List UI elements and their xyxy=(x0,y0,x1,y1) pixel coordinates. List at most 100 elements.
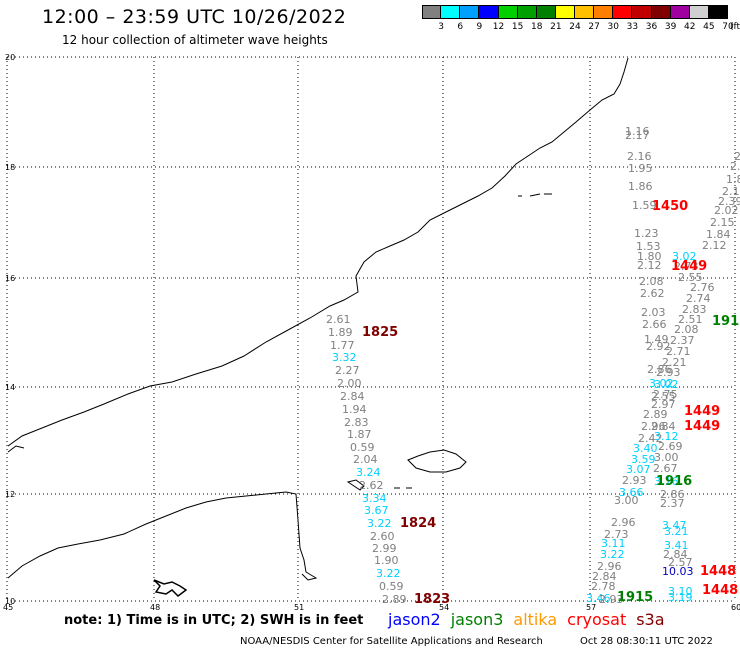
track-d-value: 2.02 xyxy=(714,204,739,217)
satellite-cryosat: cryosat xyxy=(567,610,627,629)
legend-label: 27 xyxy=(588,22,600,32)
longitude-label: 60 xyxy=(731,603,740,612)
pass-id-label: 1915 xyxy=(617,590,653,605)
track-b-value: 2.73 xyxy=(604,528,629,541)
track-c-value: 3.10 xyxy=(668,585,693,598)
track-a-value: 2.27 xyxy=(335,364,360,377)
track-b-value: 1.80 xyxy=(637,250,662,263)
track-c-value: 2.86 xyxy=(660,488,685,501)
track-b-value: 2.66 xyxy=(642,318,667,331)
legend-label: 6 xyxy=(457,22,464,32)
satellite-jason3: jason3 xyxy=(450,610,504,629)
map-grid xyxy=(6,56,736,602)
track-b-value: 1.59 xyxy=(632,199,657,212)
satellite-legend: jason2 jason3 altika cryosat s3a xyxy=(388,610,675,629)
coastline xyxy=(7,57,629,597)
pass-id-label: 1448 xyxy=(700,564,736,579)
credit-text: NOAA/NESDIS Center for Satellite Applica… xyxy=(240,636,543,647)
pass-id-label: 1450 xyxy=(652,199,688,214)
track-b-value: 1.16 xyxy=(625,125,650,138)
pass-labels: 1825182418231450144914491449144814481916… xyxy=(362,199,740,607)
track-c-value: 2.37 xyxy=(670,334,695,347)
track-b-value: 3.11 xyxy=(601,537,626,550)
track-c-value: 2.93 xyxy=(656,366,681,379)
track-a-value: 2.89 xyxy=(382,593,407,606)
track-a-value: 2.84 xyxy=(340,390,365,403)
track-d-value: 2.15 xyxy=(710,216,735,229)
track-c-value: 3.19 xyxy=(668,591,693,604)
pass-id-label: 1823 xyxy=(414,592,450,607)
track-c-value: 2.67 xyxy=(653,462,678,475)
latitude-label: 20 xyxy=(5,53,15,62)
track-d-value: 2.39 xyxy=(718,195,740,208)
track-b-value: 2.93 xyxy=(599,593,624,606)
track-b-value: 3.66 xyxy=(619,486,644,499)
legend-unit: (ft) xyxy=(730,22,740,32)
track-b-value: 2.12 xyxy=(637,259,662,272)
track-b-value: 1.86 xyxy=(628,180,653,193)
track-c-value: 2.69 xyxy=(658,440,683,453)
track-b-value: 3.22 xyxy=(600,548,625,561)
track-c-value: 3.41 xyxy=(664,539,689,552)
latitude-label: 18 xyxy=(5,163,15,172)
legend-label: 3 xyxy=(438,22,444,32)
track-a-value: 3.22 xyxy=(367,517,392,530)
legend-swatch xyxy=(632,5,652,19)
legend-label: 39 xyxy=(664,22,677,32)
map-subtitle: 12 hour collection of altimeter wave hei… xyxy=(62,33,328,47)
track-c-value: 3.00 xyxy=(654,451,679,464)
track-c-value: 2.84 xyxy=(651,420,676,433)
track-b-value: 2.16 xyxy=(627,150,652,163)
coastline-segment xyxy=(7,445,25,453)
legend-swatch xyxy=(479,5,499,19)
track-c-value: 2.84 xyxy=(663,548,688,561)
track-b-value: 2.42 xyxy=(638,432,663,445)
track-b-value: 1.49 xyxy=(644,333,669,346)
track-c-value: 2.83 xyxy=(682,303,707,316)
track-c-value: 3.12 xyxy=(654,430,679,443)
longitude-label: 54 xyxy=(439,603,449,612)
latitude-label: 12 xyxy=(5,490,15,499)
track-a-value: 2.62 xyxy=(359,479,384,492)
track-c-value: 2.97 xyxy=(651,398,676,411)
track-a-value: 0.59 xyxy=(379,580,404,593)
track-d-value: 2.12 xyxy=(702,239,727,252)
track-b-value: 2.92 xyxy=(646,340,671,353)
legend-swatch xyxy=(441,5,461,19)
latitude-label: 10 xyxy=(5,597,15,606)
track-b-value: 2.89 xyxy=(643,408,668,421)
track-b-value: 2.96 xyxy=(597,560,622,573)
track-a-value: 2.00 xyxy=(337,377,362,390)
legend-swatch xyxy=(517,5,537,19)
track-a-value: 2.61 xyxy=(326,313,351,326)
coastline-segment xyxy=(346,479,365,491)
track-c-value: 2.37 xyxy=(660,497,685,510)
legend-label: 42 xyxy=(684,22,696,32)
track-b-value: 2.84 xyxy=(592,570,617,583)
track-b-value: 2.93 xyxy=(622,474,647,487)
track-d-value: 2.1 xyxy=(722,185,740,198)
track-a-value: 1.94 xyxy=(342,403,367,416)
track-b-value: 1.95 xyxy=(628,162,653,175)
track-d-value: 2. xyxy=(734,150,740,163)
track-a-value: 3.24 xyxy=(356,466,381,479)
track-b-value: 2.78 xyxy=(591,580,616,593)
track-c-value: 2.51 xyxy=(678,313,703,326)
units-note: note: 1) Time is in UTC; 2) SWH is in fe… xyxy=(64,613,364,628)
legend-label: 24 xyxy=(569,22,581,32)
coastline-segment xyxy=(7,57,629,447)
legend-label: 30 xyxy=(607,22,619,32)
track-c-value: 10.03 xyxy=(662,565,694,578)
track-c-value: 3.02 xyxy=(654,378,679,391)
track-b-value: 2.17 xyxy=(625,129,650,142)
track-d-value: 2. xyxy=(730,160,740,173)
track-c-value: 2.57 xyxy=(668,556,693,569)
pass-id-label: 1449 xyxy=(671,259,707,274)
track-b-value: 3.40 xyxy=(633,442,658,455)
track-a-value: 1.89 xyxy=(328,326,353,339)
legend-label: 18 xyxy=(531,22,543,32)
track-b-value: 2.86 xyxy=(647,363,672,376)
track-b-value: 2.03 xyxy=(641,306,666,319)
